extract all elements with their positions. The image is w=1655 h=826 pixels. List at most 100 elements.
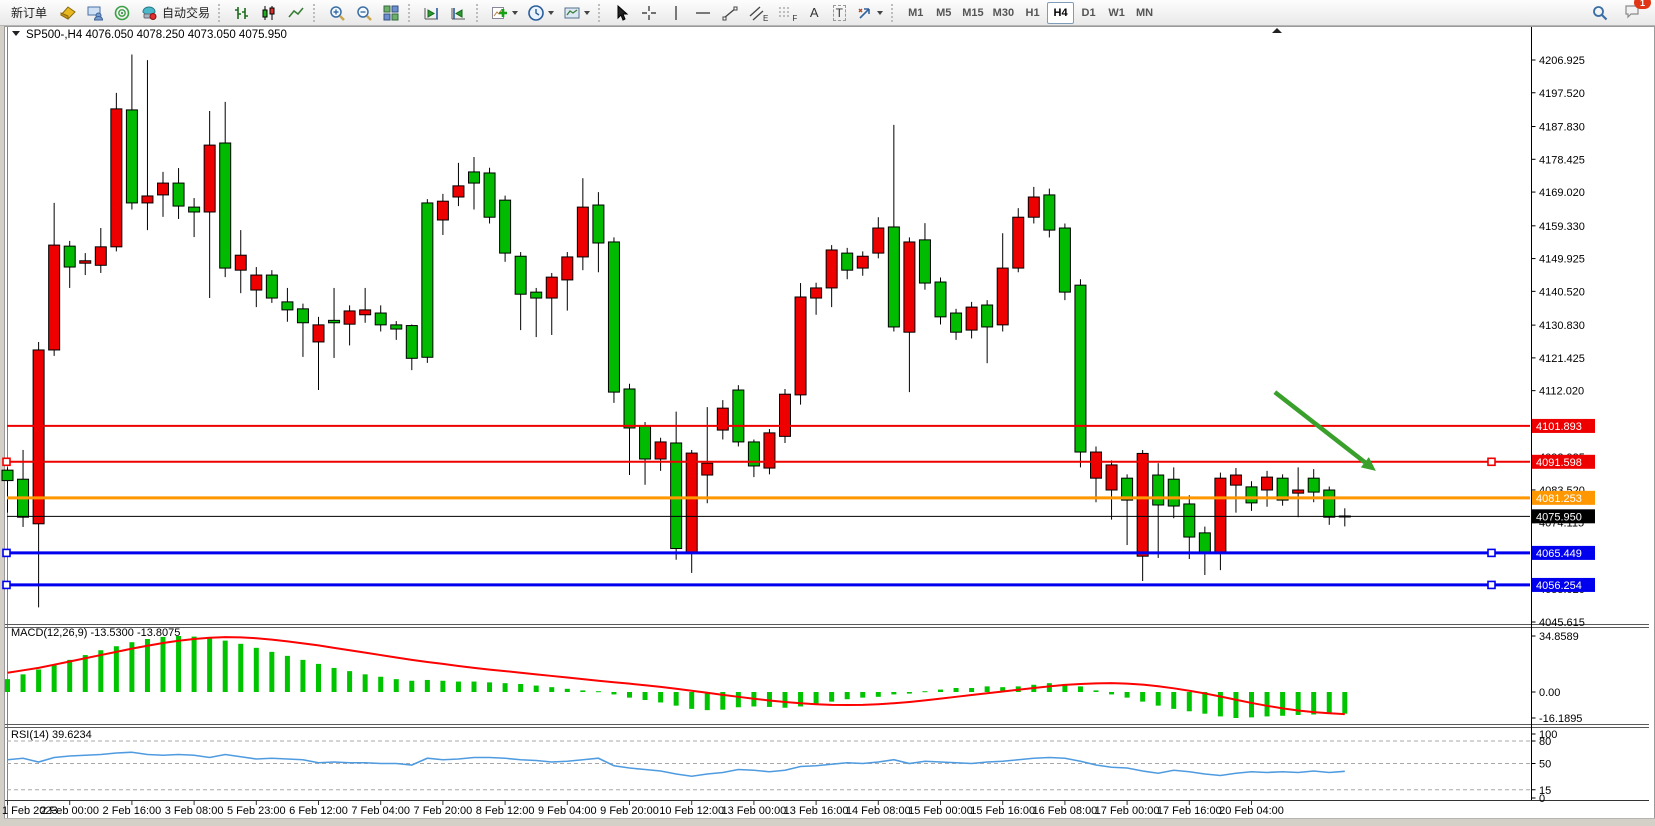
text-tool-icon: A (809, 5, 819, 20)
status-strip (0, 818, 1655, 826)
macd-histogram-bar (1140, 692, 1146, 702)
dock-arrow-icon[interactable] (1272, 28, 1282, 33)
time-tick-label: 20 Feb 04:00 (1219, 805, 1284, 817)
indicators-button[interactable] (487, 2, 522, 24)
candle (747, 439, 760, 478)
period-mn-button[interactable]: MN (1131, 2, 1158, 24)
trend-arrow-annotation[interactable] (1273, 390, 1376, 471)
macd-histogram-bar (720, 692, 726, 710)
bear-candle-body (203, 144, 216, 213)
time-tick-label: 8 Feb 12:00 (476, 805, 535, 817)
cursor-icon (617, 4, 629, 21)
candle (576, 178, 589, 271)
macd-histogram-bar (1326, 692, 1332, 715)
horizontal-line-button[interactable] (690, 2, 716, 24)
bull-candle-body (1058, 227, 1071, 293)
signals-button[interactable] (109, 2, 135, 24)
search-button[interactable] (1587, 2, 1613, 24)
bear-candle-body (825, 249, 838, 289)
candle (343, 305, 356, 346)
trendline-button[interactable] (717, 2, 743, 24)
period-m1-button[interactable]: M1 (902, 2, 929, 24)
notification-badge[interactable]: 1 (1634, 0, 1651, 9)
zoom-out-button[interactable] (351, 2, 377, 24)
macd-signal-line (7, 636, 1345, 716)
macd-histogram-bar (1217, 692, 1223, 717)
line-handle[interactable] (2, 457, 11, 467)
text-tool-button[interactable]: A (802, 2, 826, 24)
line-chart-button[interactable] (283, 2, 309, 24)
macd-histogram-bar (658, 692, 664, 703)
macd-histogram-bar (1264, 692, 1270, 717)
time-tick-label: 5 Feb 23:00 (227, 805, 286, 817)
candle (934, 277, 947, 325)
period-h1-button[interactable]: H1 (1019, 2, 1046, 24)
macd-histogram-bar (144, 639, 150, 692)
zoom-in-button[interactable] (324, 2, 350, 24)
vertical-line-button[interactable] (663, 2, 689, 24)
shapes-button[interactable] (852, 2, 887, 24)
tile-windows-button[interactable] (378, 2, 404, 24)
chart-shift-button[interactable] (419, 2, 445, 24)
channel-button[interactable]: E (744, 2, 772, 24)
macd-histogram-bar (1186, 692, 1192, 712)
autotrading-button[interactable]: 自动交易 (136, 2, 214, 24)
equidistant-channel-icon (749, 6, 764, 20)
crosshair-icon (642, 5, 657, 20)
price-tag: 4056.254 (1532, 577, 1595, 592)
label-tool-button[interactable]: T (827, 2, 851, 24)
macd-histogram-bar (440, 680, 446, 692)
toolbar-grip (218, 3, 225, 22)
chevron-down-icon[interactable] (12, 31, 20, 36)
line-handle[interactable] (1487, 548, 1496, 558)
candle (110, 92, 123, 252)
periods-button[interactable] (523, 2, 558, 24)
macd-histogram-bar (471, 681, 477, 692)
period-m15-button[interactable]: M15 (958, 2, 987, 24)
macd-histogram-bar (36, 669, 42, 692)
candlestick-chart-button[interactable] (256, 2, 282, 24)
candle (1229, 468, 1242, 513)
zoom-in-icon (330, 5, 345, 21)
candle (950, 308, 963, 340)
line-handle[interactable] (2, 548, 11, 558)
line-handle[interactable] (1487, 580, 1496, 590)
period-d1-button[interactable]: D1 (1075, 2, 1102, 24)
candle (1276, 474, 1289, 506)
terminal-button[interactable] (82, 2, 108, 24)
macd-histogram-bar (1233, 692, 1239, 719)
fibonacci-button[interactable]: F (773, 2, 801, 24)
dropdown-caret (877, 10, 884, 15)
bull-candle-body (468, 171, 480, 184)
period-w1-button[interactable]: W1 (1103, 2, 1130, 24)
add-indicator-icon (492, 6, 508, 19)
macd-histogram-bar (300, 659, 306, 692)
bear-candle-body (1027, 196, 1040, 218)
macd-histogram-bar (1311, 692, 1317, 715)
bar-chart-button[interactable] (229, 2, 255, 24)
new-order-button[interactable]: 新订单 (4, 2, 54, 24)
time-tick-label: 6 Feb 12:00 (289, 805, 348, 817)
gold-panel-icon (60, 5, 76, 20)
cursor-button[interactable] (609, 2, 635, 24)
period-h4-button[interactable]: H4 (1047, 1, 1075, 24)
auto-scroll-icon (451, 7, 466, 19)
bull-candle-body (950, 312, 963, 333)
line-handle[interactable] (1487, 457, 1496, 467)
period-m5-button[interactable]: M5 (930, 2, 957, 24)
price-tag-label: 4101.893 (1536, 421, 1582, 433)
macd-histogram-bar (906, 692, 912, 694)
macd-histogram-bar (860, 692, 866, 698)
macd-histogram-bar (362, 674, 368, 692)
line-handle[interactable] (2, 580, 11, 590)
chart-panel-button[interactable] (55, 2, 81, 24)
period-m30-button[interactable]: M30 (989, 2, 1018, 24)
macd-histogram-bar (549, 687, 555, 692)
crosshair-button[interactable] (636, 2, 662, 24)
bear-candle-body (1012, 216, 1025, 269)
templates-button[interactable] (559, 2, 594, 24)
bull-candle-body (1, 469, 14, 482)
macd-histogram-bar (1046, 683, 1052, 692)
auto-scroll-button[interactable] (446, 2, 472, 24)
